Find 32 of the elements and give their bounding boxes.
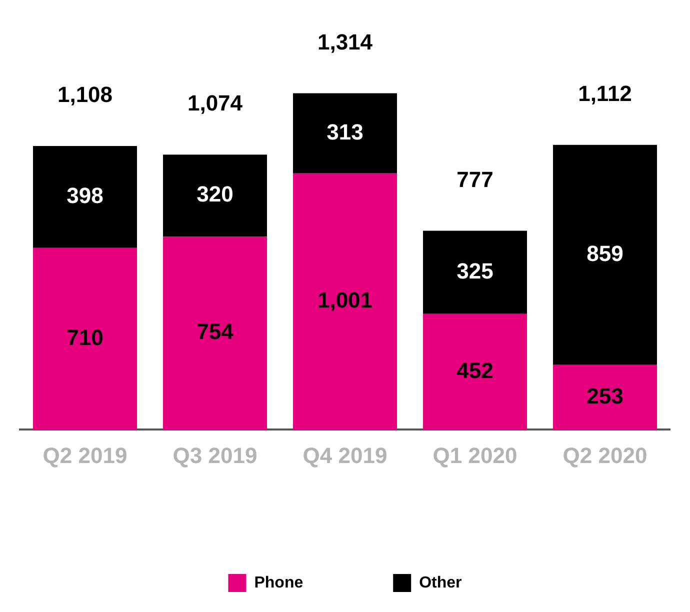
data-label: 398 [66,182,104,208]
legend-label: Phone [254,574,304,592]
bar [293,173,397,430]
data-label: 313 [326,119,364,144]
data-label: 253 [586,383,624,408]
x-tick-label: Q2 2020 [562,442,648,468]
data-label: 452 [456,358,494,383]
total-label: 1,314 [317,29,374,54]
bar [163,154,267,237]
data-label: 754 [196,319,234,344]
data-label: 710 [66,324,104,350]
data-label: 325 [456,258,494,284]
data-label: 320 [196,182,234,207]
total-label: 1,112 [578,80,632,106]
bar [163,236,267,430]
total-label: 777 [456,166,494,192]
x-tick-label: Q3 2019 [172,442,258,468]
data-label: 859 [586,240,624,266]
x-tick-label: Q1 2020 [432,442,518,468]
x-tick-label: Q2 2019 [42,442,128,468]
total-label: 1,074 [187,90,244,116]
bar [293,93,397,174]
bar [423,230,527,314]
bar [423,314,527,430]
bar [553,144,657,365]
data-label: 1,001 [317,288,373,313]
bar [33,146,137,248]
legend-label: Other [419,574,462,592]
x-tick-label: Q4 2019 [302,442,388,468]
total-label: 1,108 [57,82,113,108]
bar [33,248,137,430]
bar [553,364,657,430]
